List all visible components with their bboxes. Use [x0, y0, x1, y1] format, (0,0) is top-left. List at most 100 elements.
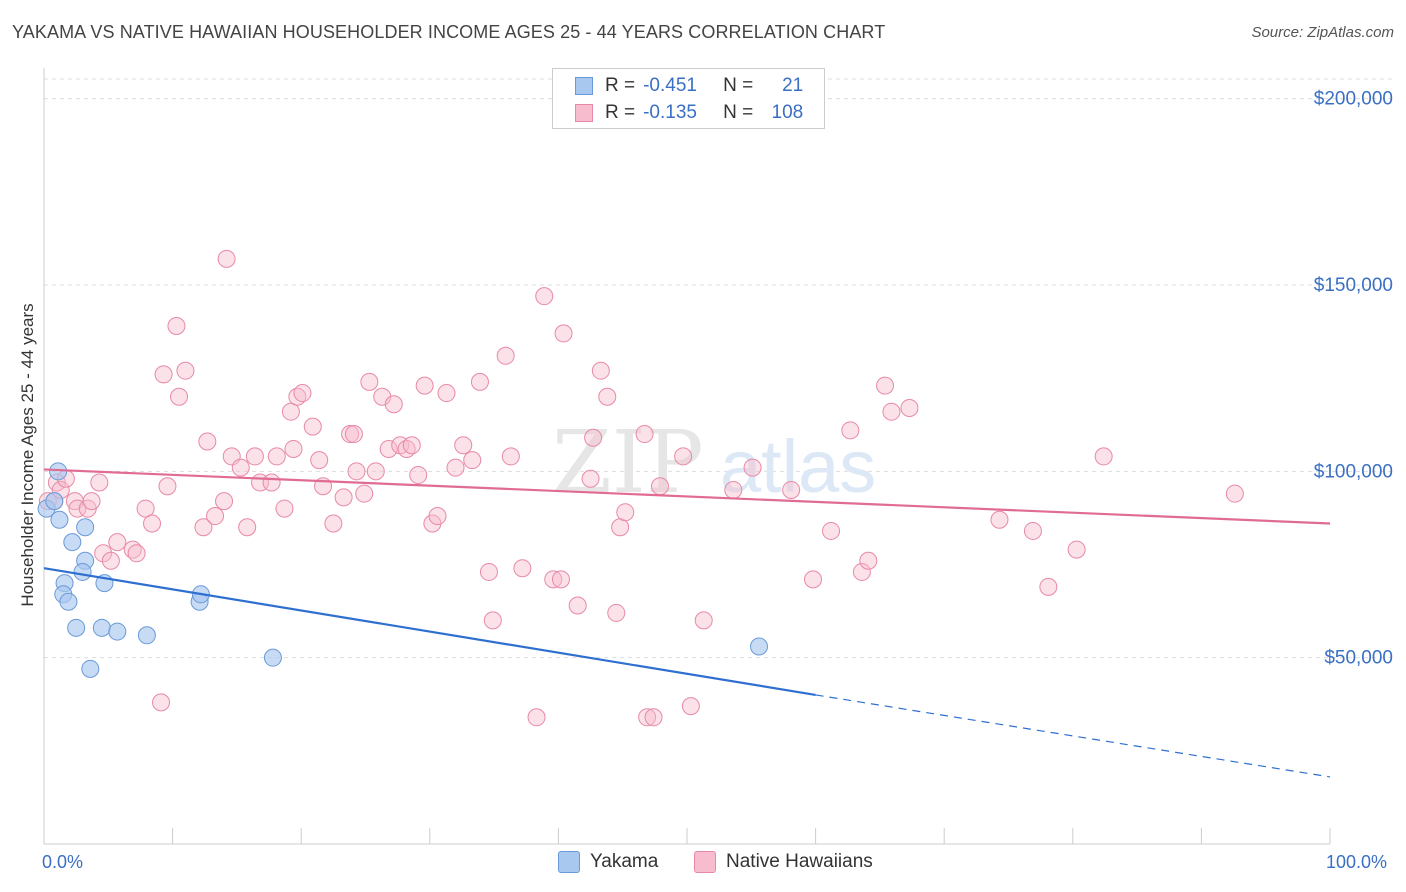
data-point-hawaiian: [681, 697, 700, 716]
data-point-yakama: [50, 510, 69, 529]
data-point-hawaiian: [310, 451, 329, 470]
data-point-hawaiian: [409, 466, 428, 485]
x-tick-label-min: 0.0%: [42, 852, 84, 872]
data-point-hawaiian: [568, 596, 587, 615]
data-point-yakama: [81, 659, 100, 678]
data-point-hawaiian: [347, 462, 366, 481]
data-point-hawaiian: [402, 436, 421, 455]
legend-label-yakama: Yakama: [590, 851, 659, 872]
hawaiian-points: [38, 249, 1244, 727]
legend-r-label: R =: [605, 102, 636, 123]
legend-item-hawaiian[interactable]: Native Hawaiians: [694, 851, 873, 873]
data-point-hawaiian: [479, 562, 498, 581]
data-point-hawaiian: [206, 507, 225, 526]
data-point-hawaiian: [154, 365, 173, 384]
data-point-hawaiian: [152, 693, 171, 712]
data-point-hawaiian: [176, 361, 195, 380]
data-point-hawaiian: [463, 451, 482, 470]
data-point-hawaiian: [101, 551, 120, 570]
data-point-hawaiian: [501, 447, 520, 466]
data-point-hawaiian: [341, 425, 360, 444]
trend-line-yakama: [43, 567, 816, 697]
data-point-hawaiian: [496, 346, 515, 365]
data-point-yakama: [750, 637, 769, 656]
legend-n-label: N =: [723, 75, 754, 96]
data-point-hawaiian: [852, 562, 871, 581]
axes: [43, 68, 1331, 845]
data-point-hawaiian: [607, 603, 626, 622]
data-point-hawaiian: [822, 521, 841, 540]
data-point-hawaiian: [1225, 484, 1244, 503]
stats-legend: R = -0.451 N = 21 R = -0.135 N = 108: [552, 68, 825, 129]
legend-item-yakama[interactable]: Yakama: [558, 851, 658, 873]
source-label: Source: ZipAtlas.com: [1251, 24, 1394, 41]
data-point-hawaiian: [231, 458, 250, 477]
y-tick-label: $150,000: [1314, 275, 1393, 296]
data-point-hawaiian: [334, 488, 353, 507]
data-point-hawaiian: [446, 458, 465, 477]
legend-row-yakama: R = -0.451 N = 21: [575, 74, 803, 98]
data-point-hawaiian: [238, 518, 257, 537]
data-point-hawaiian: [551, 570, 570, 589]
data-point-yakama: [76, 518, 95, 537]
legend-r-label: R =: [605, 75, 636, 96]
data-point-hawaiian: [355, 484, 374, 503]
data-point-hawaiian: [535, 287, 554, 306]
legend-row-hawaiian: R = -0.135 N = 108: [575, 101, 803, 125]
legend-swatch-hawaiian: [575, 104, 593, 122]
data-point-hawaiian: [90, 473, 109, 492]
data-point-hawaiian: [293, 384, 312, 403]
data-point-hawaiian: [804, 570, 823, 589]
data-point-hawaiian: [217, 249, 236, 268]
legend-n-value: 108: [771, 102, 804, 123]
data-point-yakama: [45, 492, 64, 511]
legend-n-label: N =: [723, 102, 754, 123]
legend-r-value: -0.135: [643, 102, 697, 123]
data-point-hawaiian: [170, 387, 189, 406]
data-point-hawaiian: [616, 503, 635, 522]
data-point-hawaiian: [841, 421, 860, 440]
data-point-hawaiian: [876, 376, 895, 395]
data-point-hawaiian: [437, 384, 456, 403]
data-point-yakama: [263, 648, 282, 667]
data-point-hawaiian: [591, 361, 610, 380]
y-tick-label: $50,000: [1324, 648, 1393, 669]
data-point-hawaiian: [415, 376, 434, 395]
legend-r-value: -0.451: [643, 75, 697, 96]
data-point-hawaiian: [127, 544, 146, 563]
data-point-hawaiian: [303, 417, 322, 436]
x-tick-label-max: 100.0%: [1326, 852, 1388, 872]
data-point-hawaiian: [598, 387, 617, 406]
data-point-hawaiian: [284, 439, 303, 458]
data-point-hawaiian: [644, 708, 663, 727]
data-point-hawaiian: [724, 480, 743, 499]
data-point-hawaiian: [94, 544, 113, 563]
trend-lines: [43, 468, 1331, 778]
data-point-hawaiian: [379, 439, 398, 458]
legend-label-hawaiian: Native Hawaiians: [726, 851, 873, 872]
data-point-hawaiian: [650, 477, 669, 496]
data-point-hawaiian: [167, 316, 186, 335]
data-point-hawaiian: [215, 492, 234, 511]
data-point-hawaiian: [262, 473, 281, 492]
data-point-yakama: [67, 618, 86, 637]
data-point-hawaiian: [454, 436, 473, 455]
data-point-hawaiian: [900, 398, 919, 417]
data-point-hawaiian: [108, 533, 127, 552]
data-point-yakama: [92, 618, 111, 637]
data-point-hawaiian: [158, 477, 177, 496]
data-point-hawaiian: [674, 447, 693, 466]
data-point-hawaiian: [275, 499, 294, 518]
data-point-hawaiian: [245, 447, 264, 466]
data-point-hawaiian: [635, 425, 654, 444]
data-point-hawaiian: [483, 611, 502, 630]
legend-n-value: 21: [782, 75, 804, 96]
chart-title: YAKAMA VS NATIVE HAWAIIAN HOUSEHOLDER IN…: [12, 22, 886, 42]
data-point-hawaiian: [638, 708, 657, 727]
data-point-hawaiian: [584, 428, 603, 447]
data-point-hawaiian: [1023, 521, 1042, 540]
data-point-hawaiian: [194, 518, 213, 537]
data-point-yakama: [59, 592, 78, 611]
data-point-hawaiian: [1039, 577, 1058, 596]
